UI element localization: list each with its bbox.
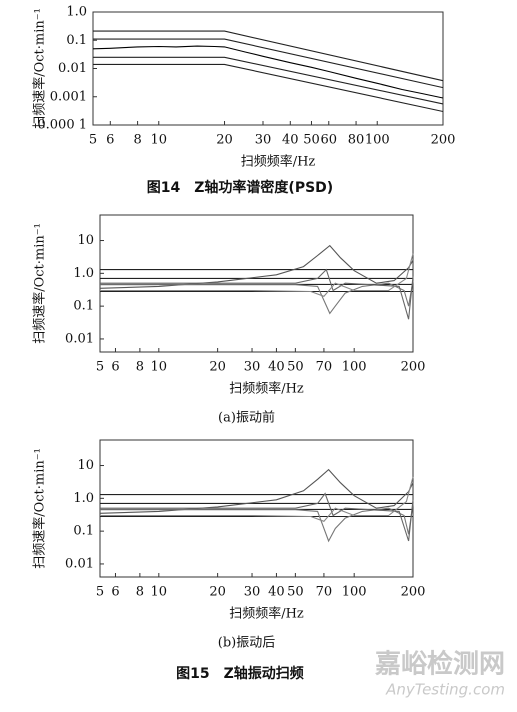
x-tick-label: 80 — [348, 133, 365, 148]
y-tick-label: 10 — [77, 458, 94, 473]
y-tick-label: 0.000 1 — [37, 118, 87, 133]
series-line — [93, 56, 444, 105]
x-tick-label: 30 — [255, 133, 272, 148]
x-tick-label: 60 — [320, 133, 337, 148]
y-axis-title: 扫频速率/Oct·min⁻¹ — [32, 448, 48, 569]
series-line — [99, 244, 414, 289]
x-tick-label: 200 — [431, 133, 456, 148]
series-line — [100, 253, 414, 297]
x-tick-label: 10 — [151, 585, 168, 600]
x-tick-label: 8 — [133, 133, 141, 148]
x-tick-label: 30 — [244, 585, 261, 600]
x-tick-label: 30 — [244, 360, 261, 375]
y-tick-label: 0.1 — [73, 299, 94, 314]
y-axis-title: 扫频速率/Oct·min⁻¹ — [32, 8, 48, 129]
watermark: AnyTesting.com — [385, 681, 505, 699]
x-tick-label: 100 — [365, 133, 390, 148]
x-tick-label: 70 — [316, 360, 333, 375]
x-tick-label: 40 — [268, 585, 285, 600]
series-line — [93, 38, 444, 89]
x-tick-label: 40 — [268, 360, 285, 375]
y-tick-label: 1.0 — [73, 266, 94, 281]
x-tick-label: 20 — [209, 360, 226, 375]
y-axis-title: 扫频速率/Oct·min⁻¹ — [32, 223, 48, 344]
series-line — [93, 63, 444, 113]
x-tick-label: 20 — [209, 585, 226, 600]
x-tick-label: 40 — [282, 133, 299, 148]
panel-caption: (a)振动前 — [218, 410, 275, 426]
x-tick-label: 50 — [287, 360, 304, 375]
y-tick-label: 10 — [77, 233, 94, 248]
x-tick-label: 6 — [111, 585, 119, 600]
x-tick-label: 10 — [150, 133, 167, 148]
series-line — [99, 468, 414, 514]
x-tick-label: 100 — [342, 585, 367, 600]
x-axis-title: 扫频频率/Hz — [229, 381, 304, 397]
series-line — [93, 30, 444, 82]
x-tick-label: 6 — [106, 133, 114, 148]
y-tick-label: 0.01 — [65, 556, 94, 571]
x-tick-label: 20 — [216, 133, 233, 148]
series-line — [92, 45, 444, 99]
y-tick-label: 0.001 — [50, 89, 87, 104]
x-tick-label: 6 — [111, 360, 119, 375]
x-tick-label: 8 — [136, 360, 144, 375]
series-line — [100, 268, 414, 320]
y-tick-label: 0.1 — [73, 524, 94, 539]
y-tick-label: 0.1 — [66, 33, 87, 48]
x-tick-label: 8 — [136, 585, 144, 600]
x-axis-title: 扫频频率/Hz — [229, 606, 304, 622]
series-line — [100, 280, 414, 315]
series-line — [100, 476, 414, 522]
watermark: 嘉峪检测网 — [375, 649, 505, 680]
y-tick-label: 1.0 — [66, 5, 87, 20]
y-tick-label: 1.0 — [73, 491, 94, 506]
x-tick-label: 200 — [401, 585, 426, 600]
x-tick-label: 50 — [303, 133, 320, 148]
x-tick-label: 5 — [89, 133, 97, 148]
y-tick-label: 0.01 — [65, 331, 94, 346]
x-axis-title: 扫频频率/Hz — [241, 154, 316, 170]
x-tick-label: 200 — [401, 360, 426, 375]
x-tick-label: 5 — [96, 585, 104, 600]
x-tick-label: 100 — [342, 360, 367, 375]
series-line — [100, 492, 414, 542]
series-line — [100, 503, 414, 543]
y-tick-label: 0.01 — [58, 61, 87, 76]
x-tick-label: 70 — [316, 585, 333, 600]
figure-caption: 图15 Z轴振动扫频 — [176, 665, 304, 682]
x-tick-label: 10 — [151, 360, 168, 375]
x-tick-label: 5 — [96, 360, 104, 375]
figure-caption: 图14 Z轴功率谱密度(PSD) — [147, 179, 333, 196]
x-tick-label: 50 — [287, 585, 304, 600]
panel-caption: (b)振动后 — [218, 636, 275, 651]
